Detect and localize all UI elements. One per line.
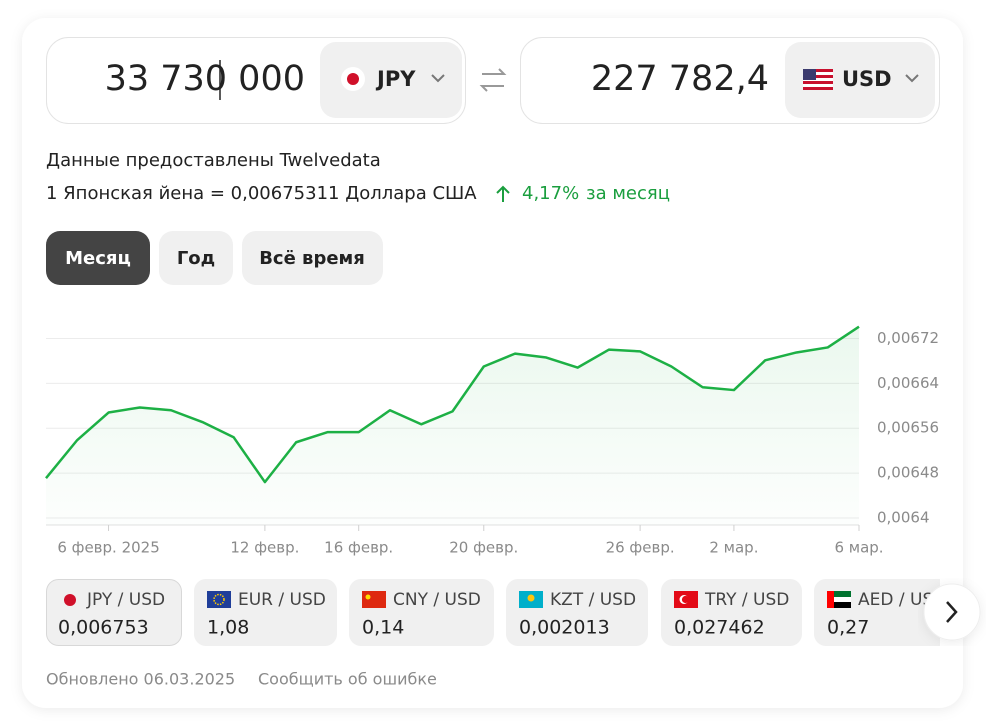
tab-label: Год [177, 248, 215, 269]
rate: 1 Японская йена = 0,00675311 Доллара США [46, 183, 477, 204]
y-tick-label: 0,00672 [877, 329, 939, 347]
pair-label: JPY / USD [86, 590, 165, 610]
y-tick-label: 0,00664 [877, 374, 939, 392]
from-currency-select[interactable] [320, 42, 462, 118]
x-tick-label: 26 февр. [606, 539, 675, 557]
from-currency: JPY [375, 67, 416, 91]
tab-label: Месяц [65, 248, 131, 269]
pair-value: 0,002013 [519, 617, 610, 639]
report-link[interactable]: Сообщить об ошибке [258, 670, 437, 689]
pair-value: 0,006753 [58, 617, 149, 639]
area [46, 326, 859, 525]
to-currency: USD [842, 67, 892, 91]
tab-label: Всё время [259, 248, 365, 269]
x-tick-label: 6 мар. [834, 539, 883, 557]
pair-label: KZT / USD [550, 590, 636, 610]
flag-eu [207, 591, 231, 608]
to-currency-select[interactable] [785, 42, 935, 118]
pair-label: TRY / USD [704, 590, 789, 610]
flag-us [803, 69, 833, 90]
updated: Обновлено 06.03.2025 [46, 670, 235, 689]
pair-chip-active[interactable] [46, 579, 182, 646]
flag-cn [362, 591, 386, 608]
pair-label: EUR / USD [238, 590, 326, 610]
flag-tr [674, 591, 698, 608]
tab-active[interactable] [46, 231, 150, 285]
x-tick-label: 16 февр. [324, 539, 393, 557]
pair-value: 1,08 [207, 617, 249, 639]
pairs: JPY / USD 0,006753 EUR / USD 1,08 CNY / … [46, 579, 946, 646]
swap-icon[interactable] [479, 68, 507, 92]
chart: 0,0064 0,00648 0,00656 0,00664 0,00672 6 февр… [45, 325, 939, 557]
pair-label: AED / USD [858, 590, 946, 610]
from-amount[interactable]: 33 730 000 [105, 59, 305, 99]
chevron [431, 74, 445, 83]
flag-jp [64, 594, 76, 606]
next-icon [946, 601, 958, 623]
flag-ae [827, 591, 851, 608]
pair-label: CNY / USD [393, 590, 481, 610]
line [45, 325, 860, 484]
tab[interactable] [159, 231, 233, 285]
source: Данные предоставлены Twelvedata [46, 150, 381, 171]
flag-jp-dot [347, 73, 359, 85]
pair-value: 0,027462 [674, 617, 765, 639]
to-amount[interactable]: 227 782,4 [591, 59, 769, 99]
pair-value: 0,27 [827, 617, 869, 639]
y-tick-label: 0,0064 [877, 509, 930, 527]
change-period: за месяц [586, 183, 670, 204]
x-tick-label: 12 февр. [230, 539, 299, 557]
up-arrow [496, 185, 510, 202]
next-button[interactable] [923, 583, 981, 641]
y-tick-label: 0,00656 [877, 419, 939, 437]
change: 4,17% [522, 183, 579, 204]
x-tick-label: 20 февр. [449, 539, 518, 557]
x-tick-label: 6 февр. 2025 [57, 539, 159, 557]
y-tick-label: 0,00648 [877, 464, 939, 482]
x-tick-label: 2 мар. [709, 539, 758, 557]
flag-kz [519, 591, 543, 608]
tab[interactable] [242, 231, 383, 285]
pair-value: 0,14 [362, 617, 404, 639]
chevron [905, 74, 919, 83]
